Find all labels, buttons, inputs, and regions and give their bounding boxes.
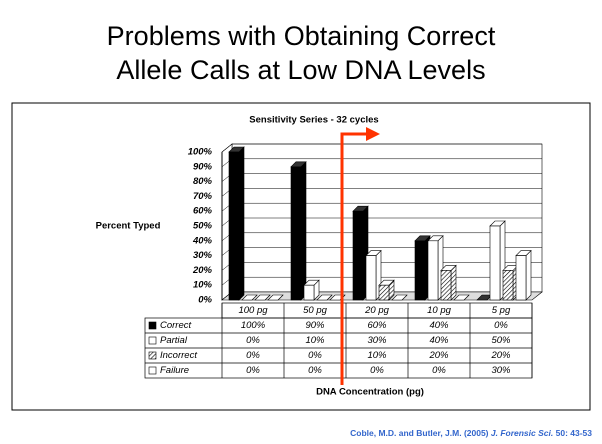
y-tick-label: 20% [192, 265, 213, 276]
data-label: 0% [308, 350, 322, 361]
y-tick-label: 90% [193, 161, 213, 172]
data-label: 0% [246, 335, 260, 346]
x-tick-label: 20 pg [364, 305, 389, 316]
bar [303, 279, 320, 301]
citation: Coble, M.D. and Butler, J.M. (2005) J. F… [350, 428, 592, 438]
bar-front [303, 284, 315, 301]
chart-title: Sensitivity Series - 32 cycles [249, 115, 378, 126]
data-label: 40% [429, 320, 449, 331]
data-table: 100 pg 50 pg 20 pg 10 pg 5 pg Correct 100% 90% 6… [144, 302, 533, 379]
bar [267, 294, 284, 301]
legend-swatch [148, 321, 157, 330]
bar-top [241, 294, 258, 301]
bar-top [391, 294, 408, 301]
bar-front [414, 240, 426, 301]
data-label: 20% [490, 350, 511, 361]
bar-front [502, 270, 514, 301]
bar-side [300, 161, 307, 301]
slide-title: Allele Calls at Low DNA Levels [116, 55, 485, 85]
bar [254, 294, 271, 301]
bar [453, 294, 470, 301]
y-tick-label: 0% [198, 295, 212, 306]
data-label: 100% [241, 320, 266, 331]
y-tick-label: 30% [193, 250, 213, 261]
bar-front [365, 255, 377, 301]
y-tick-label: 100% [188, 147, 213, 158]
bar-side [238, 146, 245, 301]
legend-label: Incorrect [160, 350, 197, 361]
bar-front [378, 284, 390, 301]
y-tick-label: 60% [193, 206, 213, 217]
bar-side [525, 249, 532, 301]
data-label: 20% [428, 350, 449, 361]
data-label: 0% [494, 320, 508, 331]
data-label: 0% [246, 350, 260, 361]
legend-label: Partial [160, 335, 188, 346]
y-tick-label: 50% [193, 221, 213, 232]
bar [228, 146, 245, 301]
y-tick-label: 40% [192, 235, 213, 246]
data-label: 30% [367, 335, 387, 346]
y-tick-label: 10% [193, 280, 213, 291]
bar [241, 294, 258, 301]
data-label: 60% [367, 320, 387, 331]
slide-title: Problems with Obtaining Correct [107, 21, 496, 51]
bar [440, 264, 457, 301]
data-label: 0% [246, 365, 260, 376]
x-tick-label: 5 pg [492, 305, 511, 316]
citation-ref: 50: 43-53 [553, 428, 592, 438]
legend-swatch [148, 351, 157, 360]
arrow-line [340, 132, 368, 385]
x-axis-label: DNA Concentration (pg) [316, 387, 424, 398]
arrow-head [366, 127, 380, 141]
data-label: 10% [367, 350, 387, 361]
legend-label: Correct [160, 320, 192, 331]
bar-side [450, 264, 457, 301]
bar [316, 294, 333, 301]
bar-top [267, 294, 284, 301]
bar-top [453, 294, 470, 301]
bar-front [290, 166, 302, 301]
bar-front [489, 225, 501, 301]
bar [378, 279, 395, 301]
y-tick-label: 80% [193, 176, 213, 187]
bar-top [316, 294, 333, 301]
data-label: 0% [308, 365, 322, 376]
data-label: 30% [491, 365, 511, 376]
data-label: 40% [429, 335, 449, 346]
y-axis-label: Percent Typed [96, 221, 161, 232]
bar [290, 161, 307, 301]
bar-front [228, 151, 240, 301]
legend-swatch [148, 366, 157, 375]
x-tick-label: 10 pg [427, 305, 451, 316]
legend-label: Failure [160, 365, 189, 376]
data-label: 0% [432, 365, 446, 376]
x-tick-label: 50 pg [303, 305, 327, 316]
data-label: 10% [305, 335, 325, 346]
data-label: 50% [491, 335, 511, 346]
bar [515, 249, 532, 301]
bar-front [515, 255, 527, 301]
bar-front [352, 210, 364, 301]
plot: 0% 10% 20% 30% 40% 50% 60% 70% 80% 90% 100% [188, 143, 543, 306]
citation-journal: J. Forensic Sci. [491, 428, 553, 438]
bar-top [254, 294, 271, 301]
legend-swatch [148, 336, 157, 345]
annotation-arrow [340, 127, 380, 385]
data-label: 0% [370, 365, 384, 376]
bar-front [427, 240, 439, 301]
data-label: 90% [305, 320, 325, 331]
bar [391, 294, 408, 301]
x-tick-label: 100 pg [238, 305, 268, 316]
citation-authors: Coble, M.D. and Butler, J.M. (2005) [350, 428, 491, 438]
grid-line [221, 143, 542, 153]
bar-front [440, 270, 452, 301]
y-tick-label: 70% [193, 191, 213, 202]
